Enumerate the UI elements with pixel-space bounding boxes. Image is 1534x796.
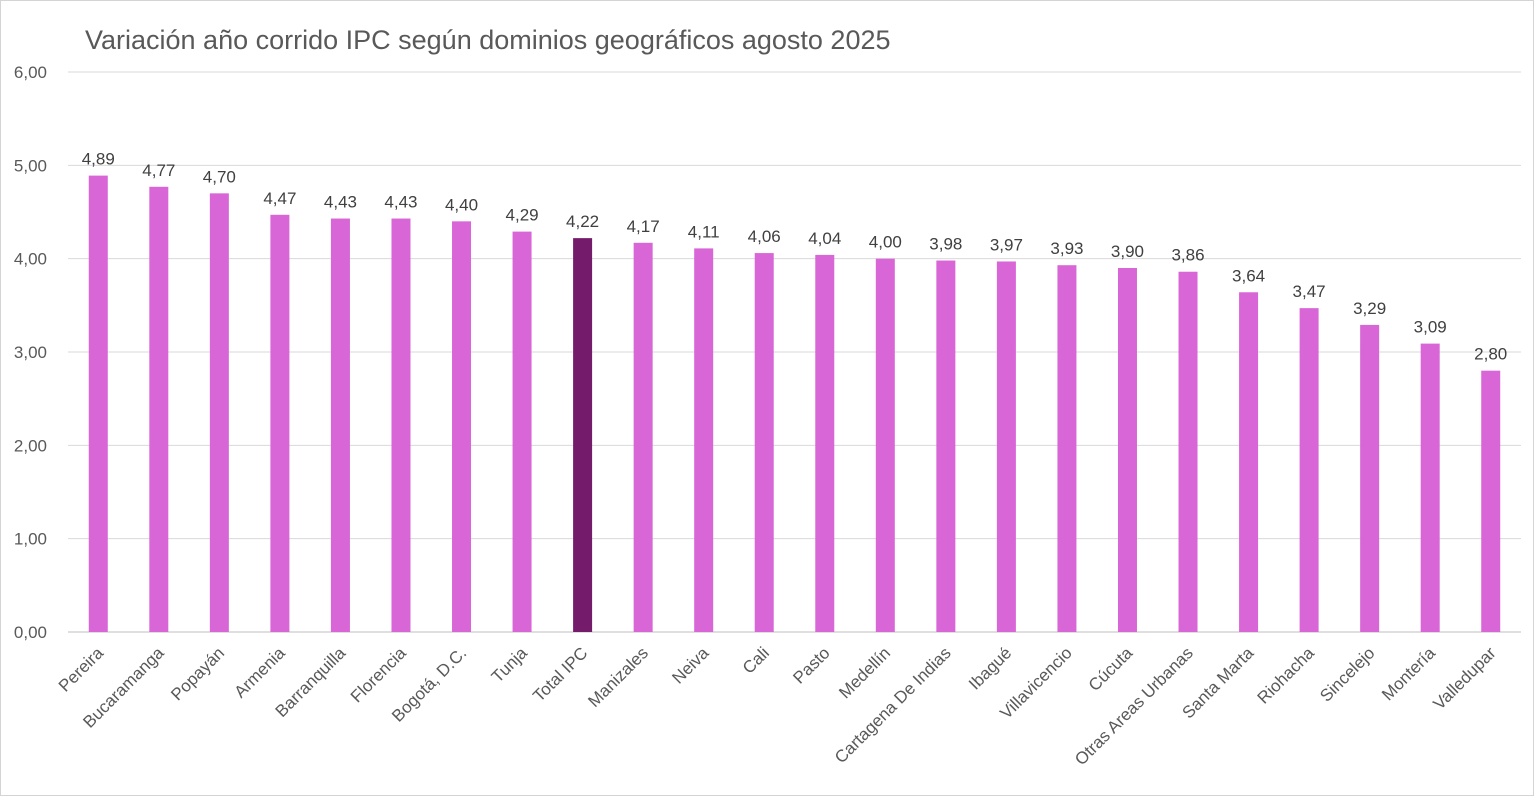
- x-tick-label: Tunja: [488, 643, 531, 686]
- y-tick-label: 0,00: [14, 623, 47, 642]
- bar: [633, 242, 653, 633]
- data-label: 4,40: [445, 195, 478, 214]
- data-label: 3,64: [1232, 266, 1265, 285]
- y-tick-label: 3,00: [14, 343, 47, 362]
- x-tick-label: Cali: [739, 643, 773, 677]
- chart-title: Variación año corrido IPC según dominios…: [85, 25, 891, 55]
- data-label: 4,47: [263, 189, 296, 208]
- data-label: 3,47: [1293, 282, 1326, 301]
- x-tick-label: Cartagena De Indias: [831, 643, 955, 767]
- bar: [1178, 271, 1198, 632]
- data-label: 4,43: [324, 193, 357, 212]
- bar: [936, 260, 956, 632]
- x-tick-label: Otras Areas Urbanas: [1071, 643, 1197, 769]
- x-tick-label: Total IPC: [529, 643, 591, 705]
- y-tick-label: 4,00: [14, 250, 47, 269]
- x-tick-label: Montería: [1378, 643, 1439, 704]
- bar: [1481, 370, 1501, 632]
- bar: [452, 221, 472, 633]
- data-label: 2,80: [1474, 345, 1507, 364]
- data-label: 4,29: [506, 206, 539, 225]
- bar: [694, 248, 714, 632]
- x-tick-label: Manizales: [584, 643, 652, 711]
- data-label: 3,29: [1353, 299, 1386, 318]
- x-tick-label: Riohacha: [1254, 643, 1319, 708]
- y-tick-label: 6,00: [14, 63, 47, 82]
- data-label: 3,93: [1050, 239, 1083, 258]
- data-label: 4,22: [566, 212, 599, 231]
- bar: [996, 261, 1016, 632]
- x-tick-label: Pereira: [55, 643, 108, 696]
- data-label: 4,70: [203, 167, 236, 186]
- x-tick-label: Cúcuta: [1085, 643, 1137, 695]
- data-label: 4,04: [808, 229, 841, 248]
- bar: [512, 231, 532, 632]
- bar: [270, 214, 290, 633]
- data-label: 4,43: [384, 193, 417, 212]
- x-tick-label: Florencia: [347, 643, 410, 706]
- x-tick-label: Armenia: [231, 643, 290, 702]
- data-label: 4,11: [688, 222, 720, 241]
- bar: [754, 253, 774, 633]
- x-tick-label: Ibagué: [965, 643, 1015, 693]
- bar: [1420, 343, 1440, 632]
- bar: [573, 238, 593, 632]
- data-label: 4,06: [748, 227, 781, 246]
- x-tick-label: Pasto: [789, 643, 833, 687]
- bar: [391, 218, 411, 633]
- bar: [815, 254, 835, 632]
- data-label: 3,98: [929, 235, 962, 254]
- data-label: 4,17: [627, 217, 660, 236]
- x-tick-label: Valledupar: [1430, 643, 1500, 713]
- bar: [1239, 292, 1259, 632]
- y-tick-label: 1,00: [14, 530, 47, 549]
- y-tick-label: 5,00: [14, 156, 47, 175]
- x-tick-label: Popayán: [167, 643, 228, 704]
- data-label: 3,90: [1111, 242, 1144, 261]
- bar: [875, 258, 895, 632]
- bar: [88, 175, 108, 632]
- data-label: 4,89: [82, 150, 115, 169]
- bar: [1057, 265, 1077, 632]
- bar: [330, 218, 350, 633]
- x-tick-label: Neiva: [668, 643, 713, 688]
- bar: [149, 186, 169, 633]
- bar: [1117, 268, 1137, 632]
- data-label: 3,09: [1414, 318, 1447, 337]
- bar: [1299, 308, 1319, 632]
- data-label: 4,77: [142, 161, 175, 180]
- data-label: 4,00: [869, 233, 902, 252]
- bar: [209, 193, 229, 633]
- x-tick-label: Sincelejo: [1316, 643, 1378, 705]
- data-label: 3,86: [1171, 246, 1204, 265]
- x-tick-label: Medellín: [835, 643, 894, 702]
- y-tick-label: 2,00: [14, 436, 47, 455]
- bar: [1360, 324, 1380, 632]
- data-label: 3,97: [990, 235, 1023, 254]
